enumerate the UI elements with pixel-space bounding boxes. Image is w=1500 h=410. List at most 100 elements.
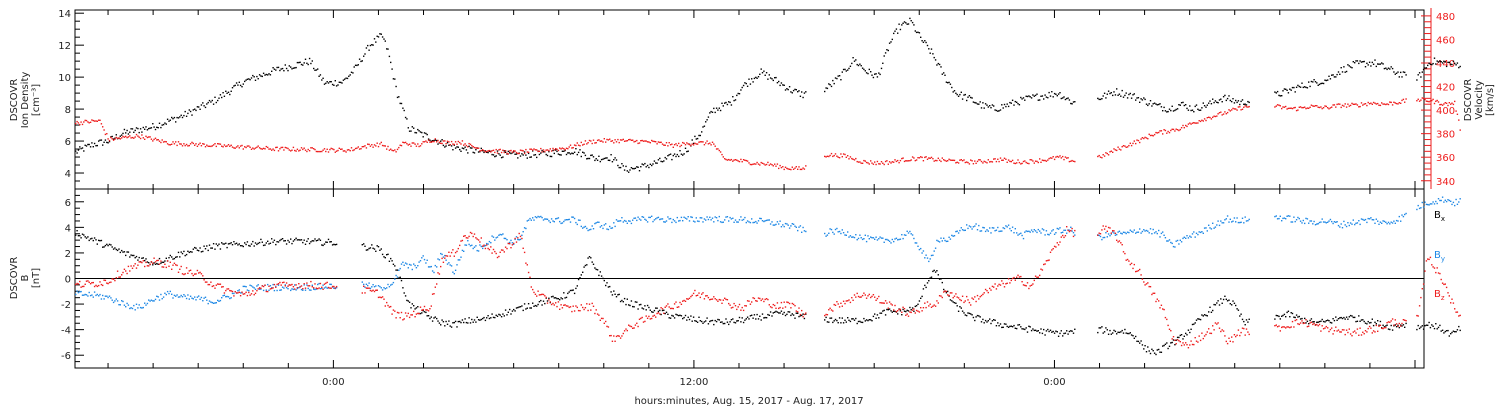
velocity-point (1026, 162, 1029, 164)
density-point (836, 77, 838, 80)
bx-point (848, 319, 850, 321)
velocity-point (1107, 154, 1110, 156)
by-point (640, 219, 642, 221)
density-point (102, 144, 104, 146)
velocity-point (214, 143, 216, 145)
velocity-point (116, 137, 119, 139)
bz-point (675, 301, 677, 303)
by-point (373, 286, 376, 288)
by-point (1064, 229, 1067, 231)
density-point (285, 67, 288, 70)
velocity-point (353, 149, 355, 151)
velocity-point (179, 143, 181, 145)
bx-point (322, 244, 324, 247)
by-point (617, 220, 619, 222)
density-point (1110, 92, 1112, 94)
bz-point (267, 290, 269, 293)
bx-point (189, 251, 192, 253)
bz-point (1372, 330, 1375, 332)
density-point (433, 139, 435, 142)
velocity-point (346, 149, 349, 151)
bx-point (499, 314, 501, 316)
velocity-point (714, 145, 716, 147)
density-point (949, 83, 952, 85)
velocity-point (928, 157, 930, 159)
velocity-point (917, 157, 919, 159)
bx-point (642, 308, 645, 310)
bx-point (842, 322, 845, 324)
by-point (856, 239, 858, 241)
density-point (242, 83, 244, 85)
bx-point (363, 243, 365, 245)
velocity-point (1393, 101, 1395, 103)
velocity-point (641, 139, 643, 142)
bz-point (714, 298, 716, 300)
bz-point (836, 301, 838, 303)
velocity-point (769, 163, 772, 165)
velocity-point (667, 145, 669, 147)
bz-point (901, 311, 903, 313)
bz-point (287, 285, 289, 287)
velocity-point (130, 137, 132, 139)
bz-point (619, 337, 622, 339)
bx-point (838, 317, 841, 319)
density-point (621, 163, 623, 165)
density-point (644, 162, 646, 165)
by-point (93, 291, 96, 293)
bz-point (606, 325, 608, 328)
velocity-point (1356, 104, 1359, 106)
by-point (225, 296, 227, 298)
bz-point (878, 295, 880, 298)
bx-point (331, 244, 334, 246)
bz-point (545, 296, 547, 299)
density-point (1282, 90, 1284, 92)
velocity-point (1327, 107, 1329, 109)
bx-point (656, 307, 658, 309)
velocity-point (1001, 159, 1003, 161)
bz-point (111, 278, 113, 280)
bx-point (646, 304, 649, 307)
bx-point (596, 269, 599, 271)
bx-point (442, 321, 445, 323)
bx-point (433, 317, 435, 319)
bz-point (664, 306, 666, 308)
density-point (1028, 95, 1030, 97)
bx-point (75, 234, 77, 236)
density-point (146, 129, 149, 131)
bz-point (752, 297, 754, 299)
by-point (1182, 237, 1184, 240)
bx-point (1336, 319, 1338, 321)
velocity-point (584, 140, 587, 142)
velocity-point (1371, 103, 1373, 105)
by-point (1279, 215, 1281, 217)
by-point (1220, 220, 1222, 222)
velocity-point (1010, 160, 1012, 163)
density-point (745, 82, 747, 85)
density-point (296, 61, 299, 64)
density-point (905, 22, 907, 24)
velocity-point (690, 144, 692, 147)
by-point (1213, 227, 1215, 229)
by-point (1152, 228, 1154, 231)
bx-point (135, 255, 138, 258)
by-point (146, 302, 149, 305)
velocity-point (234, 147, 236, 149)
velocity-point (711, 141, 714, 143)
bz-point (659, 313, 661, 315)
bz-point (473, 233, 476, 235)
bx-point (837, 322, 839, 324)
velocity-point (100, 123, 103, 125)
bz-point (1032, 283, 1034, 285)
velocity-point (110, 136, 112, 139)
velocity-point (1420, 99, 1422, 101)
velocity-point (765, 163, 768, 166)
bx-point (828, 321, 830, 323)
bx-point (659, 309, 661, 312)
density-point (545, 153, 547, 156)
velocity-point (318, 150, 320, 153)
velocity-point (457, 140, 459, 143)
by-point (698, 220, 700, 223)
density-point (227, 91, 230, 93)
bx-point (725, 318, 727, 320)
bx-point (661, 309, 664, 312)
